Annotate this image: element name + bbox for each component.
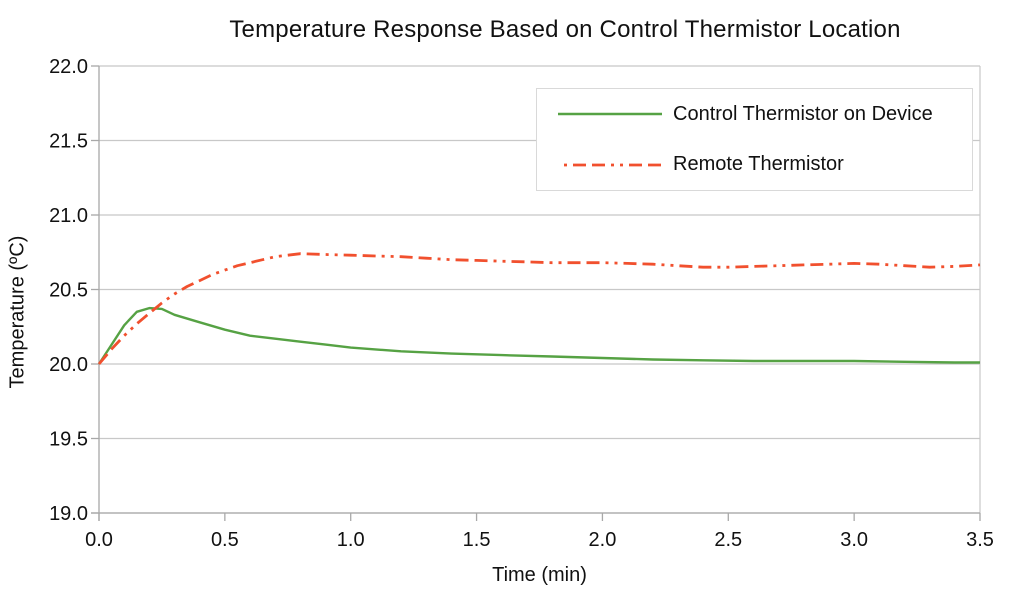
y-tick-label: 19.5 (49, 429, 88, 451)
x-tick-label: 3.0 (840, 529, 868, 551)
y-tick-label: 20.0 (49, 354, 88, 376)
y-tick-label: 21.0 (49, 205, 88, 227)
x-tick-label: 2.0 (589, 529, 617, 551)
y-tick-label: 20.5 (49, 280, 88, 302)
series-line-control-thermistor (97, 306, 980, 365)
x-tick-label: 0.5 (211, 529, 239, 551)
y-tick-label: 19.0 (49, 503, 88, 525)
legend-line-sample-control (558, 113, 662, 116)
x-axis-title: Time (min) (492, 564, 587, 586)
y-axis-title: Temperature (ºC) (6, 235, 29, 389)
x-tick-label: 1.5 (463, 529, 491, 551)
legend-label-remote-thermistor: Remote Thermistor (673, 153, 844, 176)
y-tick-label: 21.5 (49, 131, 88, 153)
legend-item-control-thermistor: Control Thermistor on Device (537, 89, 972, 139)
legend-line-sample-remote (558, 163, 662, 167)
x-tick-label: 0.0 (85, 529, 113, 551)
y-tick-label: 22.0 (49, 56, 88, 78)
legend-item-remote-thermistor: Remote Thermistor (537, 140, 972, 190)
x-tick-label: 3.5 (966, 529, 994, 551)
x-tick-label: 2.5 (714, 529, 742, 551)
chart-title: Temperature Response Based on Control Th… (229, 16, 901, 43)
legend-label-control-thermistor: Control Thermistor on Device (673, 102, 933, 125)
legend: Control Thermistor on Device Remote Ther… (536, 88, 973, 191)
x-tick-label: 1.0 (337, 529, 365, 551)
series-line-remote-thermistor (97, 252, 981, 365)
